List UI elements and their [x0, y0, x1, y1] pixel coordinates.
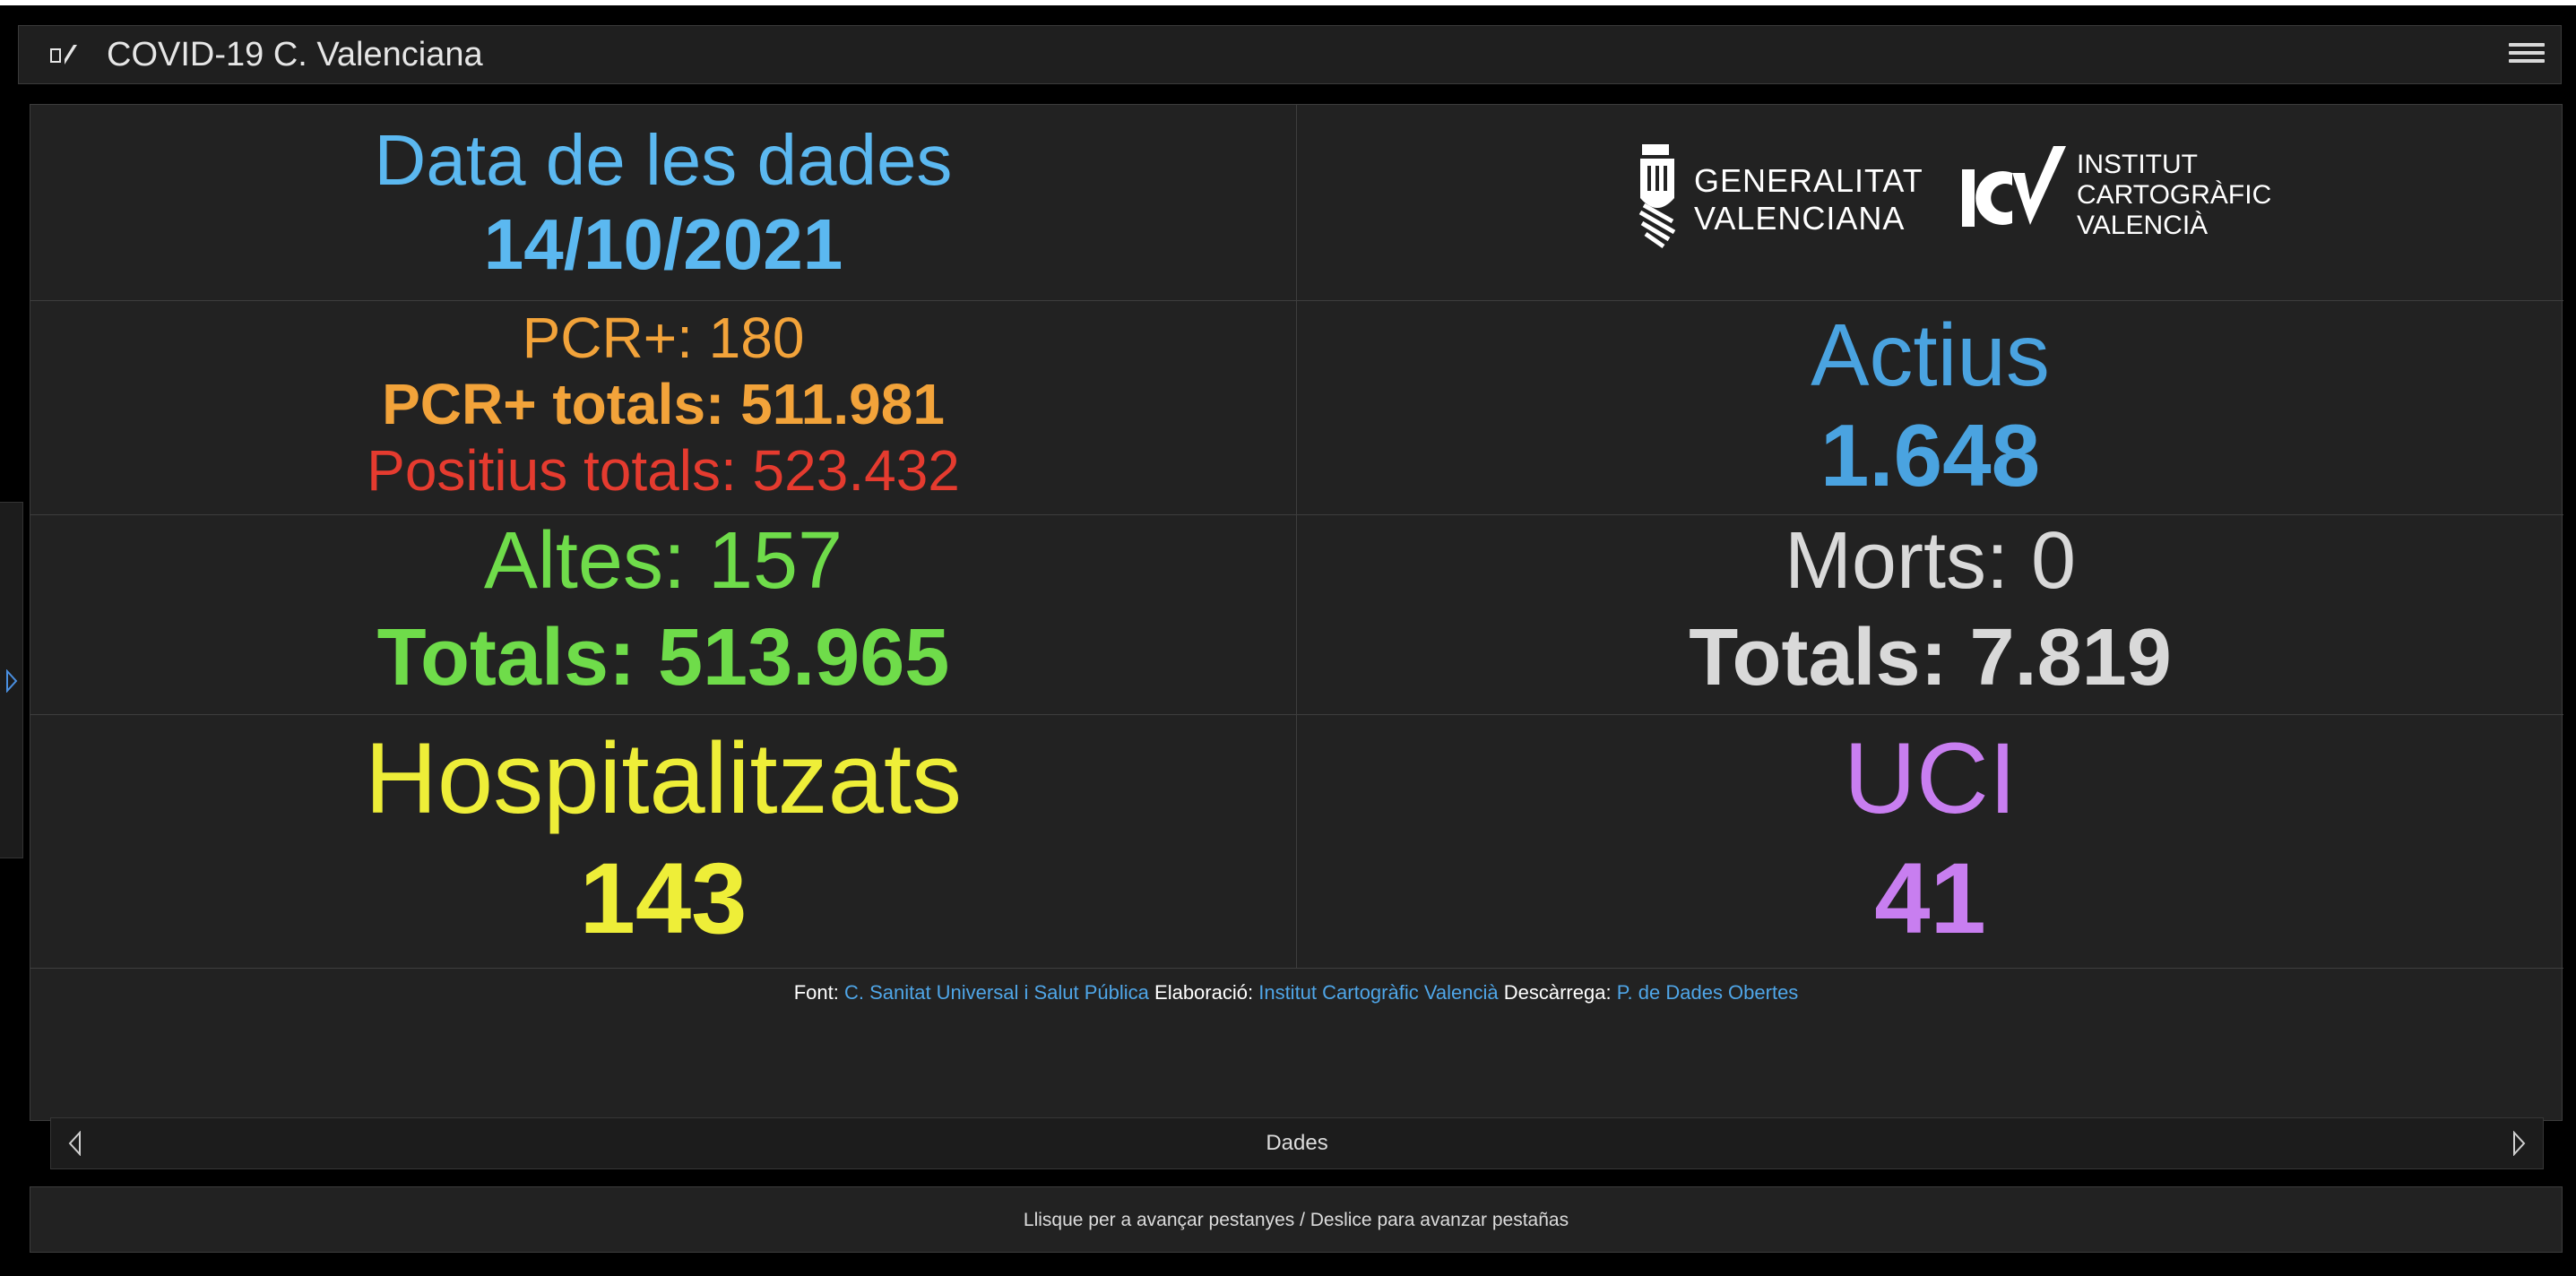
generalitat-crest-icon: [1638, 144, 1676, 249]
tab-current[interactable]: Dades: [1266, 1131, 1328, 1155]
generalitat-text-1: GENERALITAT: [1694, 162, 1923, 199]
source-note: Font: C. Sanitat Universal i Salut Públi…: [30, 981, 2562, 1004]
date-value: 14/10/2021: [483, 204, 843, 284]
icv-text-3: VALENCIÀ: [2077, 211, 2209, 240]
source-font-link[interactable]: C. Sanitat Universal i Salut Pública: [843, 981, 1149, 1004]
source-download-link[interactable]: P. de Dades Obertes: [1616, 981, 1799, 1004]
date-cell: Data de les dades 14/10/2021: [30, 105, 1297, 301]
stats-grid: Data de les dades 14/10/2021 GENERALITAT…: [30, 105, 2563, 969]
icu-label: UCI: [1844, 722, 2017, 834]
discharges-cell: Altes: 157 Totals: 513.965: [30, 515, 1297, 715]
source-elab-label: Elaboració:: [1154, 981, 1254, 1004]
discharges-daily: Altes: 157: [483, 516, 843, 606]
app-header: COVID-19 C. Valenciana: [18, 25, 2562, 84]
deaths-cell: Morts: 0 Totals: 7.819: [1297, 515, 2563, 715]
app-logo-icon: [48, 39, 80, 71]
previous-tab-icon[interactable]: [67, 1130, 83, 1160]
pcr-total: PCR+ totals: 511.981: [382, 372, 945, 436]
tab-bar: Dades: [50, 1117, 2544, 1169]
dashboard-panel: Data de les dades 14/10/2021 GENERALITAT…: [30, 104, 2563, 1169]
hamburger-menu-icon[interactable]: [2509, 39, 2545, 71]
deaths-total: Totals: 7.819: [1689, 613, 2172, 703]
deaths-daily: Morts: 0: [1784, 516, 2077, 606]
top-border: [0, 0, 2576, 5]
hospital-cell: Hospitalitzats 143: [30, 715, 1297, 969]
active-value: 1.648: [1820, 406, 2041, 504]
date-label: Data de les dades: [374, 120, 953, 200]
icv-mark-icon: [1962, 146, 2066, 227]
pcr-cell: PCR+: 180 PCR+ totals: 511.981 Positius …: [30, 301, 1297, 515]
generalitat-text-2: VALENCIANA: [1694, 200, 1906, 237]
active-label: Actius: [1811, 306, 2050, 404]
icv-logo: INSTITUT CARTOGRÀFIC VALENCIÀ: [1960, 142, 2271, 250]
swipe-hint: Llisque per a avançar pestanyes / Deslic…: [30, 1186, 2563, 1253]
discharges-total: Totals: 513.965: [376, 613, 950, 703]
source-font-label: Font:: [793, 981, 839, 1004]
next-tab-icon[interactable]: [2511, 1130, 2527, 1160]
source-elab-link[interactable]: Institut Cartogràfic Valencià: [1258, 981, 1499, 1004]
expand-right-icon[interactable]: [5, 668, 18, 696]
pcr-daily: PCR+: 180: [522, 306, 805, 370]
hospital-label: Hospitalitzats: [364, 722, 963, 834]
side-panel-handle[interactable]: [0, 502, 23, 858]
generalitat-logo: GENERALITAT VALENCIANA: [1633, 135, 1923, 252]
icu-value: 41: [1874, 842, 1986, 954]
app-title: COVID-19 C. Valenciana: [107, 35, 483, 73]
hospital-value: 143: [579, 842, 748, 954]
active-cell: Actius 1.648: [1297, 301, 2563, 515]
logos-cell: GENERALITAT VALENCIANA INSTITUT CARTOGRÀ…: [1297, 105, 2563, 301]
icv-text-2: CARTOGRÀFIC: [2077, 180, 2272, 210]
icv-text-1: INSTITUT: [2077, 150, 2198, 179]
source-download-label: Descàrrega:: [1503, 981, 1612, 1004]
icu-cell: UCI 41: [1297, 715, 2563, 969]
positives-total: Positius totals: 523.432: [367, 438, 960, 503]
